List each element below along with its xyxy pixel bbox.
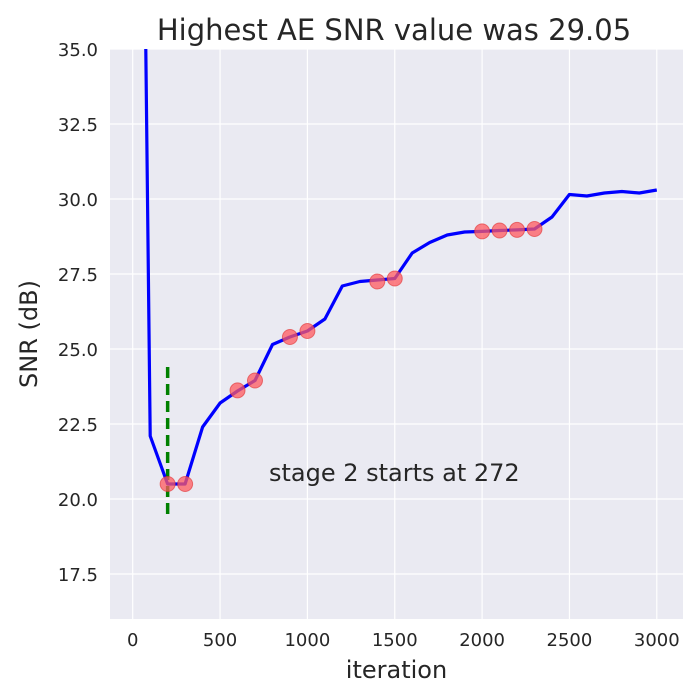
points-layer — [159, 221, 543, 492]
y-tick-label: 30.0 — [58, 190, 98, 211]
highlight-point — [509, 221, 526, 238]
highlight-point — [177, 476, 194, 492]
stage-annotation: stage 2 starts at 272 — [269, 459, 520, 487]
plot-area — [110, 49, 683, 619]
y-tick-label: 20.0 — [58, 490, 98, 511]
x-tick-label: 2000 — [459, 630, 505, 651]
y-tick-label: 25.0 — [58, 340, 98, 361]
y-axis-label: SNR (dB) — [15, 280, 43, 388]
x-tick-label: 0 — [127, 630, 138, 651]
y-tick-label: 27.5 — [58, 265, 98, 286]
y-tick-label: 17.5 — [58, 565, 98, 586]
chart-title: Highest AE SNR value was 29.05 — [157, 13, 631, 47]
x-tick-label: 2500 — [547, 630, 593, 651]
highlight-point — [246, 372, 263, 389]
highlight-point — [229, 382, 246, 399]
highlight-point — [491, 222, 508, 239]
x-tick-label: 1000 — [284, 630, 330, 651]
highlight-point — [369, 273, 386, 290]
tick-labels: 0 500 1000 1500 2000 2500 3000 17.5 20.0 22.5 25.0… — [58, 40, 680, 651]
highlight-point — [474, 223, 491, 240]
x-tick-label: 3000 — [634, 630, 680, 651]
y-tick-label: 35.0 — [58, 40, 98, 61]
y-tick-label: 22.5 — [58, 415, 98, 436]
y-tick-label: 32.5 — [58, 115, 98, 136]
highlight-point — [159, 476, 176, 492]
grid — [110, 48, 683, 619]
highlight-point — [281, 329, 298, 345]
x-axis-label: iteration — [346, 656, 447, 684]
x-tick-label: 500 — [203, 630, 237, 651]
highlight-point — [299, 323, 316, 339]
highlight-point — [526, 221, 543, 237]
x-tick-label: 1500 — [372, 630, 418, 651]
highlight-point — [386, 270, 403, 287]
